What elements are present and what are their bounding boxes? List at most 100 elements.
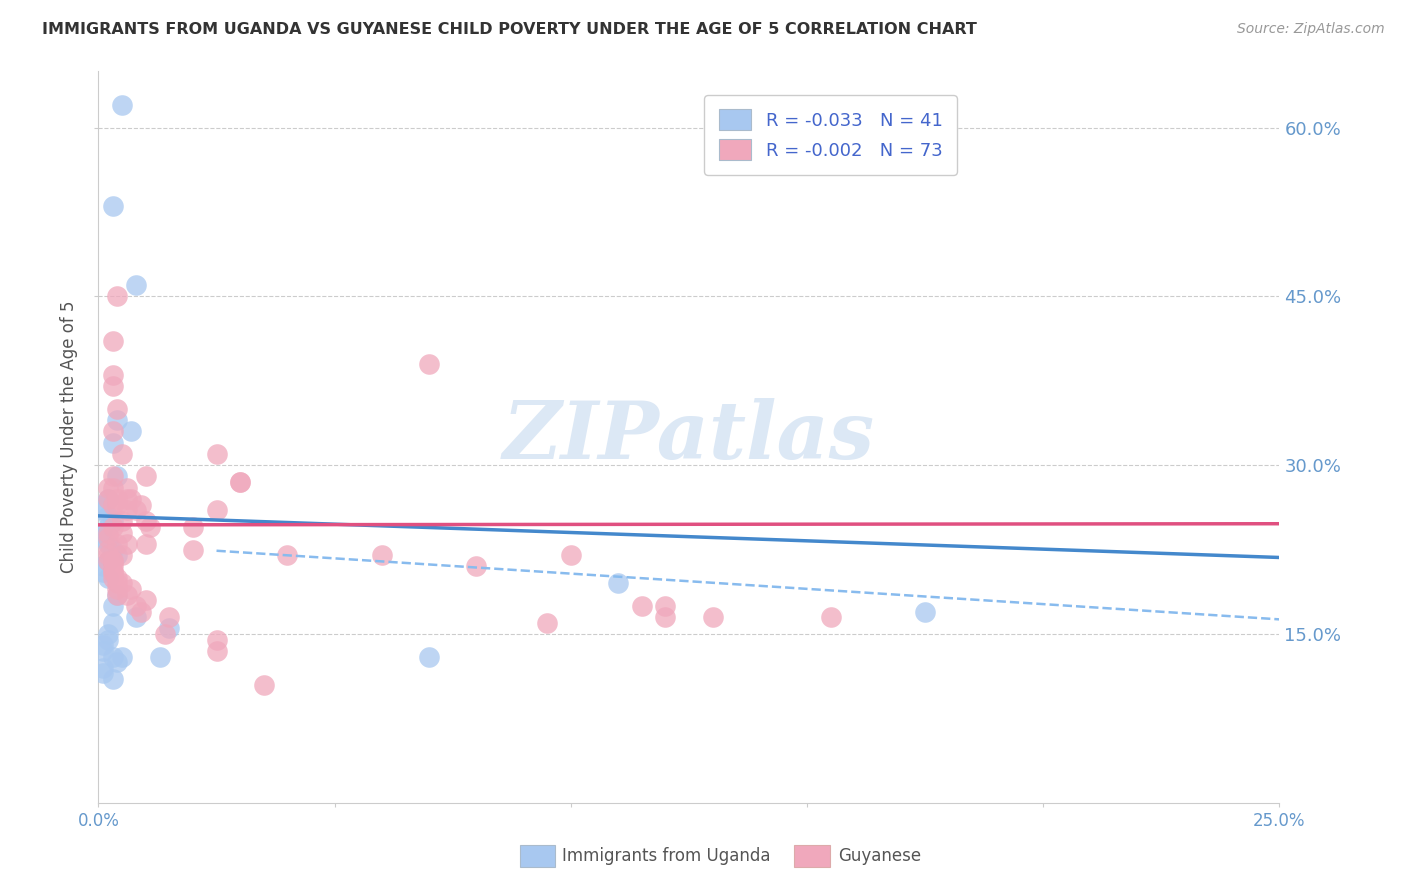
Point bbox=[654, 610, 676, 624]
Point bbox=[101, 565, 124, 579]
Point bbox=[125, 599, 148, 613]
Point bbox=[105, 413, 128, 427]
Point bbox=[101, 672, 124, 686]
Point bbox=[121, 425, 143, 439]
Point bbox=[630, 599, 652, 613]
Point bbox=[101, 542, 124, 557]
Point bbox=[111, 576, 134, 591]
Point bbox=[101, 565, 124, 579]
Point bbox=[97, 554, 120, 568]
Point bbox=[97, 537, 120, 551]
Point bbox=[101, 435, 124, 450]
Point bbox=[115, 588, 138, 602]
Point bbox=[125, 278, 148, 293]
Point bbox=[97, 508, 120, 523]
Point bbox=[111, 447, 134, 461]
Point bbox=[111, 649, 134, 664]
Point bbox=[536, 615, 558, 630]
Point bbox=[97, 548, 120, 562]
Point bbox=[149, 649, 172, 664]
Point bbox=[135, 593, 157, 607]
Point bbox=[129, 605, 152, 619]
Point bbox=[205, 632, 228, 647]
Point bbox=[135, 515, 157, 529]
Point bbox=[229, 475, 252, 489]
Point bbox=[820, 610, 842, 624]
Point bbox=[101, 498, 124, 512]
Point bbox=[607, 576, 630, 591]
Point bbox=[105, 588, 128, 602]
Point bbox=[101, 481, 124, 495]
Point bbox=[111, 98, 134, 112]
Point bbox=[101, 559, 124, 574]
Point bbox=[276, 548, 298, 562]
Point bbox=[139, 520, 162, 534]
Point bbox=[91, 638, 114, 652]
Point bbox=[157, 610, 180, 624]
Point bbox=[101, 554, 124, 568]
Point bbox=[91, 559, 114, 574]
Point bbox=[181, 520, 204, 534]
Point bbox=[91, 503, 114, 517]
Point bbox=[205, 447, 228, 461]
Point bbox=[418, 357, 440, 371]
Point bbox=[105, 289, 128, 303]
Point bbox=[91, 565, 114, 579]
Point bbox=[91, 498, 114, 512]
Point bbox=[115, 481, 138, 495]
Point bbox=[111, 515, 134, 529]
Y-axis label: Child Poverty Under the Age of 5: Child Poverty Under the Age of 5 bbox=[60, 301, 79, 574]
Point bbox=[101, 425, 124, 439]
Point bbox=[101, 599, 124, 613]
Point bbox=[111, 548, 134, 562]
Point bbox=[125, 503, 148, 517]
Point bbox=[91, 666, 114, 681]
Point bbox=[91, 661, 114, 675]
Point bbox=[105, 576, 128, 591]
Point bbox=[97, 520, 120, 534]
Point bbox=[101, 368, 124, 383]
Point bbox=[97, 542, 120, 557]
Point bbox=[115, 503, 138, 517]
Point bbox=[105, 582, 128, 596]
Point bbox=[101, 554, 124, 568]
Point bbox=[105, 469, 128, 483]
Text: Guyanese: Guyanese bbox=[838, 847, 921, 865]
Point bbox=[97, 627, 120, 641]
Point bbox=[560, 548, 582, 562]
Point bbox=[135, 469, 157, 483]
Point bbox=[97, 554, 120, 568]
Point bbox=[181, 542, 204, 557]
Point bbox=[97, 532, 120, 546]
Point bbox=[111, 525, 134, 540]
Point bbox=[914, 605, 936, 619]
Point bbox=[97, 491, 120, 506]
Point bbox=[702, 610, 724, 624]
Point bbox=[101, 199, 124, 213]
Point bbox=[101, 649, 124, 664]
Point bbox=[91, 644, 114, 658]
Point bbox=[101, 571, 124, 585]
Point bbox=[229, 475, 252, 489]
Point bbox=[105, 401, 128, 416]
Point bbox=[97, 491, 120, 506]
Point bbox=[253, 678, 276, 692]
Point bbox=[205, 503, 228, 517]
Point bbox=[101, 469, 124, 483]
Point bbox=[125, 610, 148, 624]
Point bbox=[91, 525, 114, 540]
Point bbox=[115, 537, 138, 551]
Point bbox=[97, 571, 120, 585]
Point bbox=[105, 548, 128, 562]
Point bbox=[153, 627, 176, 641]
Point bbox=[97, 481, 120, 495]
Point bbox=[465, 559, 488, 574]
Point bbox=[101, 515, 124, 529]
Point bbox=[101, 520, 124, 534]
Point bbox=[121, 582, 143, 596]
Text: Immigrants from Uganda: Immigrants from Uganda bbox=[562, 847, 770, 865]
Point bbox=[135, 537, 157, 551]
Point bbox=[101, 334, 124, 349]
Legend: R = -0.033   N = 41, R = -0.002   N = 73: R = -0.033 N = 41, R = -0.002 N = 73 bbox=[704, 95, 957, 175]
Text: IMMIGRANTS FROM UGANDA VS GUYANESE CHILD POVERTY UNDER THE AGE OF 5 CORRELATION : IMMIGRANTS FROM UGANDA VS GUYANESE CHILD… bbox=[42, 22, 977, 37]
